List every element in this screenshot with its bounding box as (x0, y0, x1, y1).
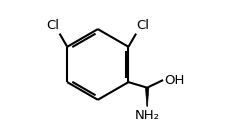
Text: NH₂: NH₂ (135, 109, 160, 122)
Text: OH: OH (164, 74, 184, 87)
Text: Cl: Cl (46, 18, 59, 32)
Polygon shape (145, 88, 149, 106)
Text: Cl: Cl (137, 18, 150, 32)
